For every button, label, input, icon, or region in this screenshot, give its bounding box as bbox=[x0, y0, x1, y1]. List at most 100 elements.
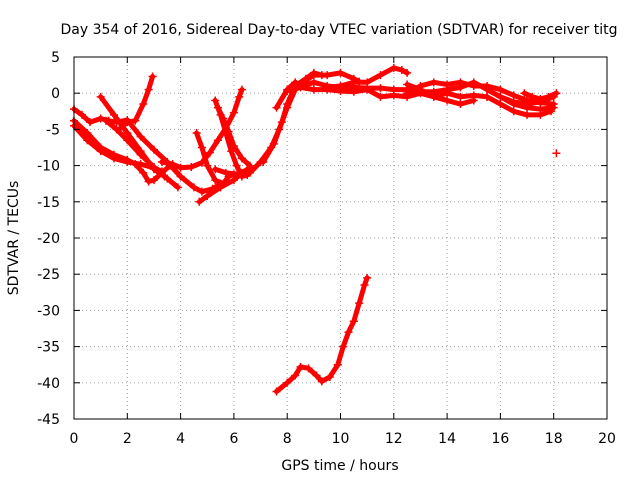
data-point bbox=[339, 342, 348, 351]
data-point bbox=[528, 92, 537, 101]
data-point bbox=[389, 63, 398, 72]
data-point bbox=[197, 158, 206, 167]
data-point bbox=[160, 172, 169, 181]
x-tick-label: 18 bbox=[545, 431, 563, 447]
data-point bbox=[549, 103, 558, 112]
data-point bbox=[245, 161, 254, 170]
data-point bbox=[136, 132, 145, 141]
data-point bbox=[483, 85, 492, 94]
data-point bbox=[173, 183, 182, 192]
data-point bbox=[96, 147, 105, 156]
tick-layer: 0 2 4 6 8 10 12 14 16 18 20 5 0 -5 -10 -15 -20 -25 -30 -35 -… bbox=[37, 50, 616, 447]
data-point bbox=[509, 100, 518, 109]
data-point bbox=[131, 116, 140, 125]
data-point bbox=[483, 92, 492, 101]
data-point bbox=[456, 92, 465, 101]
data-point bbox=[83, 136, 92, 145]
data-point bbox=[291, 78, 300, 87]
series-arc-21 bbox=[520, 89, 561, 103]
series-arc-13 bbox=[213, 103, 254, 170]
data-point bbox=[109, 110, 118, 119]
data-point bbox=[213, 136, 222, 145]
data-point bbox=[397, 66, 406, 75]
data-point bbox=[168, 160, 177, 169]
data-point bbox=[509, 107, 518, 116]
y-tick-label: -15 bbox=[37, 195, 60, 211]
data-point bbox=[443, 89, 452, 98]
x-tick-label: 12 bbox=[385, 431, 403, 447]
data-point bbox=[144, 85, 153, 94]
data-point bbox=[360, 281, 369, 290]
data-point bbox=[136, 147, 145, 156]
data-point bbox=[376, 84, 385, 93]
series-line bbox=[260, 70, 325, 165]
data-point bbox=[523, 103, 532, 112]
data-point bbox=[544, 92, 553, 101]
x-tick-label: 10 bbox=[332, 431, 350, 447]
data-point bbox=[221, 168, 230, 177]
data-point bbox=[187, 163, 196, 172]
data-point bbox=[189, 183, 198, 192]
data-point bbox=[536, 105, 545, 114]
data-point bbox=[96, 92, 105, 101]
data-point bbox=[296, 83, 305, 92]
data-point bbox=[309, 85, 318, 94]
series-arc-23 bbox=[272, 273, 372, 396]
data-point bbox=[213, 103, 222, 112]
data-point bbox=[317, 71, 326, 80]
series-arc-16 bbox=[323, 63, 412, 92]
data-point bbox=[136, 160, 145, 169]
data-point bbox=[259, 157, 268, 166]
data-point bbox=[349, 317, 358, 326]
data-point bbox=[312, 371, 321, 380]
data-point bbox=[139, 100, 148, 109]
data-point bbox=[237, 85, 246, 94]
x-tick-label: 2 bbox=[123, 431, 132, 447]
x-tick-label: 20 bbox=[598, 431, 616, 447]
data-point bbox=[149, 145, 158, 154]
data-point bbox=[272, 103, 281, 112]
data-point bbox=[376, 92, 385, 101]
data-point bbox=[456, 78, 465, 87]
data-point bbox=[496, 100, 505, 109]
y-tick-label: 5 bbox=[51, 50, 60, 66]
data-point bbox=[349, 87, 358, 96]
y-tick-label: -40 bbox=[37, 376, 60, 392]
data-point bbox=[336, 81, 345, 90]
data-point bbox=[389, 91, 398, 100]
data-point bbox=[229, 108, 238, 117]
data-point bbox=[403, 68, 412, 77]
y-tick-label: -25 bbox=[37, 267, 60, 283]
data-point bbox=[243, 171, 252, 180]
y-tick-label: -45 bbox=[37, 412, 60, 428]
data-point bbox=[301, 74, 310, 83]
data-point bbox=[443, 96, 452, 105]
data-point bbox=[376, 71, 385, 80]
data-point bbox=[149, 165, 158, 174]
data-point bbox=[176, 163, 185, 172]
data-point bbox=[496, 92, 505, 101]
data-point bbox=[211, 165, 220, 174]
y-tick-label: -30 bbox=[37, 303, 60, 319]
data-point bbox=[333, 360, 342, 369]
data-point bbox=[139, 168, 148, 177]
data-point bbox=[149, 176, 158, 185]
data-point bbox=[96, 114, 105, 123]
data-point bbox=[469, 81, 478, 90]
data-point bbox=[115, 125, 124, 134]
data-point bbox=[144, 177, 153, 186]
data-point bbox=[272, 387, 281, 396]
data-point bbox=[83, 129, 92, 138]
data-point bbox=[552, 149, 561, 158]
data-point bbox=[269, 139, 278, 148]
data-layer bbox=[70, 63, 561, 396]
data-point bbox=[355, 299, 364, 308]
data-point bbox=[211, 176, 220, 185]
y-tick-label: -20 bbox=[37, 231, 60, 247]
data-point bbox=[469, 96, 478, 105]
x-tick-label: 6 bbox=[229, 431, 238, 447]
data-point bbox=[176, 172, 185, 181]
data-point bbox=[205, 148, 214, 157]
data-point bbox=[443, 80, 452, 89]
